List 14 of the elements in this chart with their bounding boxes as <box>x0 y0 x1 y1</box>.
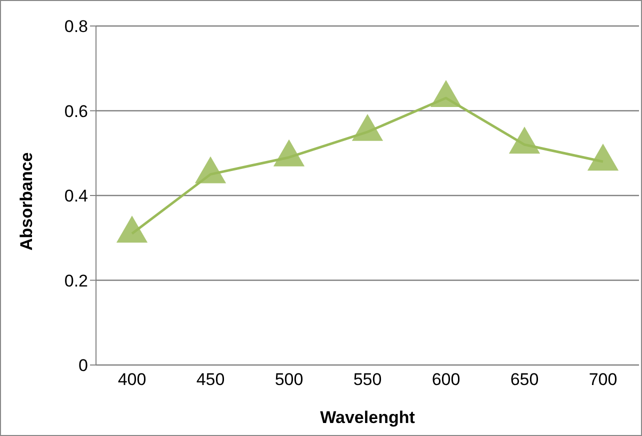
x-axis-title: Wavelenght <box>320 408 416 427</box>
x-tick-label: 650 <box>510 370 539 390</box>
y-tick-label: 0.2 <box>64 271 88 290</box>
x-tick-label: 600 <box>432 370 460 390</box>
y-tick-label: 0 <box>78 356 88 376</box>
y-tick-label: 0.6 <box>64 102 88 121</box>
x-tick-label: 450 <box>196 370 225 390</box>
y-tick-label: 0.8 <box>64 17 88 36</box>
y-tick-label: 0.4 <box>64 186 88 206</box>
x-tick-label: 700 <box>588 370 618 390</box>
y-axis-title: Absorbance <box>17 152 36 250</box>
x-tick-label: 550 <box>353 370 382 390</box>
x-tick-label: 500 <box>274 370 304 390</box>
x-tick-label: 400 <box>118 370 146 390</box>
